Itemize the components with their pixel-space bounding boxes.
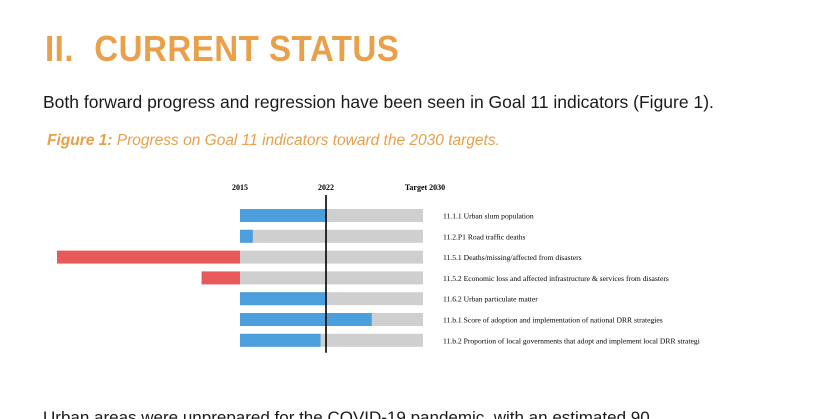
section-heading: II. CURRENT STATUS xyxy=(45,28,399,70)
figure-label: Figure 1: xyxy=(47,132,113,149)
progress-chart: 2015 2022 Target 2030 11.1.1 Urban slum pop… xyxy=(57,183,700,353)
section-number: II. xyxy=(45,28,74,69)
tick-label: 2015 xyxy=(232,183,248,192)
indicator-label: 11.1.1 Urban slum population xyxy=(443,212,534,221)
progress-bar xyxy=(240,292,327,306)
progress-track xyxy=(240,271,423,285)
indicator-label: 11.5.1 Deaths/missing/affected from disa… xyxy=(443,253,582,262)
progress-bar xyxy=(240,333,321,347)
indicator-label: 11.6.2 Urban particulate matter xyxy=(443,295,538,304)
indicator-label: 11.b.1 Score of adoption and implementat… xyxy=(443,316,663,325)
progress-bar xyxy=(240,229,253,243)
indicator-label: 11.2.P1 Road traffic deaths xyxy=(443,232,526,241)
indicator-label: 11.b.2 Proportion of local governments t… xyxy=(443,336,700,345)
tick-label: 2022 xyxy=(318,183,334,192)
progress-bar xyxy=(57,250,240,264)
progress-bar xyxy=(201,271,240,285)
figure-caption: Figure 1: Progress on Goal 11 indicators… xyxy=(47,132,500,150)
section-title: CURRENT STATUS xyxy=(94,28,400,69)
next-paragraph: Urban areas were unprepared for the COVI… xyxy=(43,408,650,419)
tick-label: Target 2030 xyxy=(405,183,445,192)
progress-bar xyxy=(240,209,327,222)
indicator-label: 11.5.2 Economic loss and affected infras… xyxy=(443,274,669,283)
figure-caption-text: Progress on Goal 11 indicators toward th… xyxy=(112,132,500,149)
progress-track xyxy=(240,229,423,243)
progress-track xyxy=(240,250,423,264)
progress-bar xyxy=(240,313,372,326)
intro-paragraph: Both forward progress and regression hav… xyxy=(43,92,714,112)
